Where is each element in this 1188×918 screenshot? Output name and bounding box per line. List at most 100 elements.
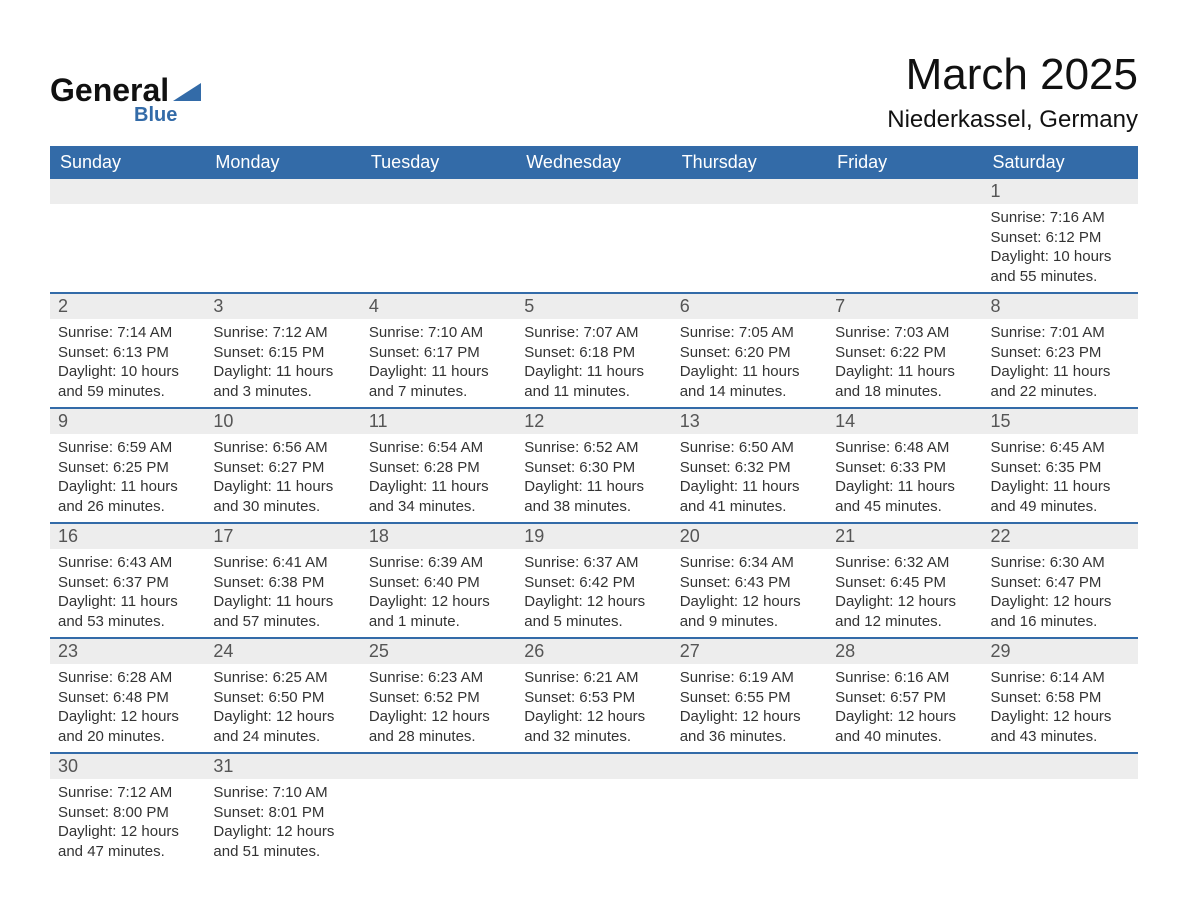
calendar-day-cell: 27Sunrise: 6:19 AMSunset: 6:55 PMDayligh… (672, 638, 827, 753)
sunrise-text: Sunrise: 6:19 AM (680, 668, 819, 688)
sunrise-text: Sunrise: 6:54 AM (369, 438, 508, 458)
day-details-empty (361, 204, 516, 264)
day-details-empty (827, 779, 982, 839)
day-details: Sunrise: 6:39 AMSunset: 6:40 PMDaylight:… (361, 549, 516, 637)
sunrise-text: Sunrise: 6:39 AM (369, 553, 508, 573)
daylight-text: Daylight: 12 hours and 43 minutes. (991, 707, 1130, 746)
day-number: 11 (361, 409, 516, 434)
sunrise-text: Sunrise: 6:21 AM (524, 668, 663, 688)
day-details-empty (205, 204, 360, 264)
daylight-text: Daylight: 12 hours and 9 minutes. (680, 592, 819, 631)
weekday-header: Sunday (50, 146, 205, 179)
location-text: Niederkassel, Germany (887, 106, 1138, 134)
sunrise-text: Sunrise: 6:37 AM (524, 553, 663, 573)
calendar-header-row: SundayMondayTuesdayWednesdayThursdayFrid… (50, 146, 1138, 179)
day-details: Sunrise: 7:16 AMSunset: 6:12 PMDaylight:… (983, 204, 1138, 292)
sunset-text: Sunset: 6:25 PM (58, 458, 197, 478)
daylight-text: Daylight: 12 hours and 32 minutes. (524, 707, 663, 746)
day-number: 16 (50, 524, 205, 549)
daylight-text: Daylight: 11 hours and 34 minutes. (369, 477, 508, 516)
calendar-day-cell: 10Sunrise: 6:56 AMSunset: 6:27 PMDayligh… (205, 408, 360, 523)
daylight-text: Daylight: 11 hours and 53 minutes. (58, 592, 197, 631)
sunset-text: Sunset: 8:01 PM (213, 803, 352, 823)
calendar-day-cell (516, 179, 671, 293)
day-number: 17 (205, 524, 360, 549)
day-number-empty (50, 179, 205, 204)
logo-main: General (50, 74, 201, 106)
sunset-text: Sunset: 6:48 PM (58, 688, 197, 708)
logo: General Blue (50, 74, 201, 127)
daylight-text: Daylight: 12 hours and 20 minutes. (58, 707, 197, 746)
day-number-empty (827, 179, 982, 204)
day-details: Sunrise: 6:56 AMSunset: 6:27 PMDaylight:… (205, 434, 360, 522)
day-number: 26 (516, 639, 671, 664)
day-details-empty (516, 204, 671, 264)
daylight-text: Daylight: 12 hours and 40 minutes. (835, 707, 974, 746)
weekday-header: Saturday (983, 146, 1138, 179)
sunset-text: Sunset: 6:37 PM (58, 573, 197, 593)
calendar-day-cell: 28Sunrise: 6:16 AMSunset: 6:57 PMDayligh… (827, 638, 982, 753)
day-details: Sunrise: 7:07 AMSunset: 6:18 PMDaylight:… (516, 319, 671, 407)
day-details: Sunrise: 6:41 AMSunset: 6:38 PMDaylight:… (205, 549, 360, 637)
calendar-day-cell: 14Sunrise: 6:48 AMSunset: 6:33 PMDayligh… (827, 408, 982, 523)
day-number: 22 (983, 524, 1138, 549)
day-details: Sunrise: 6:30 AMSunset: 6:47 PMDaylight:… (983, 549, 1138, 637)
day-number: 15 (983, 409, 1138, 434)
sunrise-text: Sunrise: 7:03 AM (835, 323, 974, 343)
calendar-week-row: 30Sunrise: 7:12 AMSunset: 8:00 PMDayligh… (50, 753, 1138, 867)
day-number: 3 (205, 294, 360, 319)
sunset-text: Sunset: 6:23 PM (991, 343, 1130, 363)
sunrise-text: Sunrise: 7:10 AM (369, 323, 508, 343)
day-details-empty (672, 779, 827, 839)
day-number: 13 (672, 409, 827, 434)
day-details: Sunrise: 6:16 AMSunset: 6:57 PMDaylight:… (827, 664, 982, 752)
day-number: 4 (361, 294, 516, 319)
sunset-text: Sunset: 6:50 PM (213, 688, 352, 708)
daylight-text: Daylight: 11 hours and 49 minutes. (991, 477, 1130, 516)
sunrise-text: Sunrise: 7:16 AM (991, 208, 1130, 228)
sunrise-text: Sunrise: 6:14 AM (991, 668, 1130, 688)
sunset-text: Sunset: 6:58 PM (991, 688, 1130, 708)
sunset-text: Sunset: 6:13 PM (58, 343, 197, 363)
daylight-text: Daylight: 12 hours and 47 minutes. (58, 822, 197, 861)
day-number: 14 (827, 409, 982, 434)
sunrise-text: Sunrise: 6:34 AM (680, 553, 819, 573)
calendar-week-row: 9Sunrise: 6:59 AMSunset: 6:25 PMDaylight… (50, 408, 1138, 523)
weekday-header: Thursday (672, 146, 827, 179)
day-details-empty (50, 204, 205, 264)
day-number: 1 (983, 179, 1138, 204)
day-number: 24 (205, 639, 360, 664)
calendar-day-cell: 25Sunrise: 6:23 AMSunset: 6:52 PMDayligh… (361, 638, 516, 753)
day-details: Sunrise: 6:54 AMSunset: 6:28 PMDaylight:… (361, 434, 516, 522)
daylight-text: Daylight: 12 hours and 5 minutes. (524, 592, 663, 631)
day-details: Sunrise: 6:19 AMSunset: 6:55 PMDaylight:… (672, 664, 827, 752)
calendar-day-cell: 6Sunrise: 7:05 AMSunset: 6:20 PMDaylight… (672, 293, 827, 408)
day-details: Sunrise: 6:25 AMSunset: 6:50 PMDaylight:… (205, 664, 360, 752)
calendar-day-cell (361, 179, 516, 293)
calendar-day-cell: 30Sunrise: 7:12 AMSunset: 8:00 PMDayligh… (50, 753, 205, 867)
day-number: 19 (516, 524, 671, 549)
sunrise-text: Sunrise: 7:14 AM (58, 323, 197, 343)
day-details: Sunrise: 7:05 AMSunset: 6:20 PMDaylight:… (672, 319, 827, 407)
calendar-day-cell: 3Sunrise: 7:12 AMSunset: 6:15 PMDaylight… (205, 293, 360, 408)
day-details-empty (672, 204, 827, 264)
day-number: 8 (983, 294, 1138, 319)
day-number-empty (361, 179, 516, 204)
calendar-day-cell (983, 753, 1138, 867)
sunrise-text: Sunrise: 6:16 AM (835, 668, 974, 688)
daylight-text: Daylight: 12 hours and 36 minutes. (680, 707, 819, 746)
sunset-text: Sunset: 6:53 PM (524, 688, 663, 708)
calendar-day-cell: 21Sunrise: 6:32 AMSunset: 6:45 PMDayligh… (827, 523, 982, 638)
daylight-text: Daylight: 11 hours and 11 minutes. (524, 362, 663, 401)
sunrise-text: Sunrise: 7:10 AM (213, 783, 352, 803)
sunset-text: Sunset: 6:33 PM (835, 458, 974, 478)
calendar-day-cell: 2Sunrise: 7:14 AMSunset: 6:13 PMDaylight… (50, 293, 205, 408)
day-number: 20 (672, 524, 827, 549)
sunrise-text: Sunrise: 7:12 AM (58, 783, 197, 803)
sunrise-text: Sunrise: 6:48 AM (835, 438, 974, 458)
day-number: 2 (50, 294, 205, 319)
sunset-text: Sunset: 6:18 PM (524, 343, 663, 363)
calendar-day-cell: 4Sunrise: 7:10 AMSunset: 6:17 PMDaylight… (361, 293, 516, 408)
sunrise-text: Sunrise: 7:01 AM (991, 323, 1130, 343)
daylight-text: Daylight: 12 hours and 12 minutes. (835, 592, 974, 631)
